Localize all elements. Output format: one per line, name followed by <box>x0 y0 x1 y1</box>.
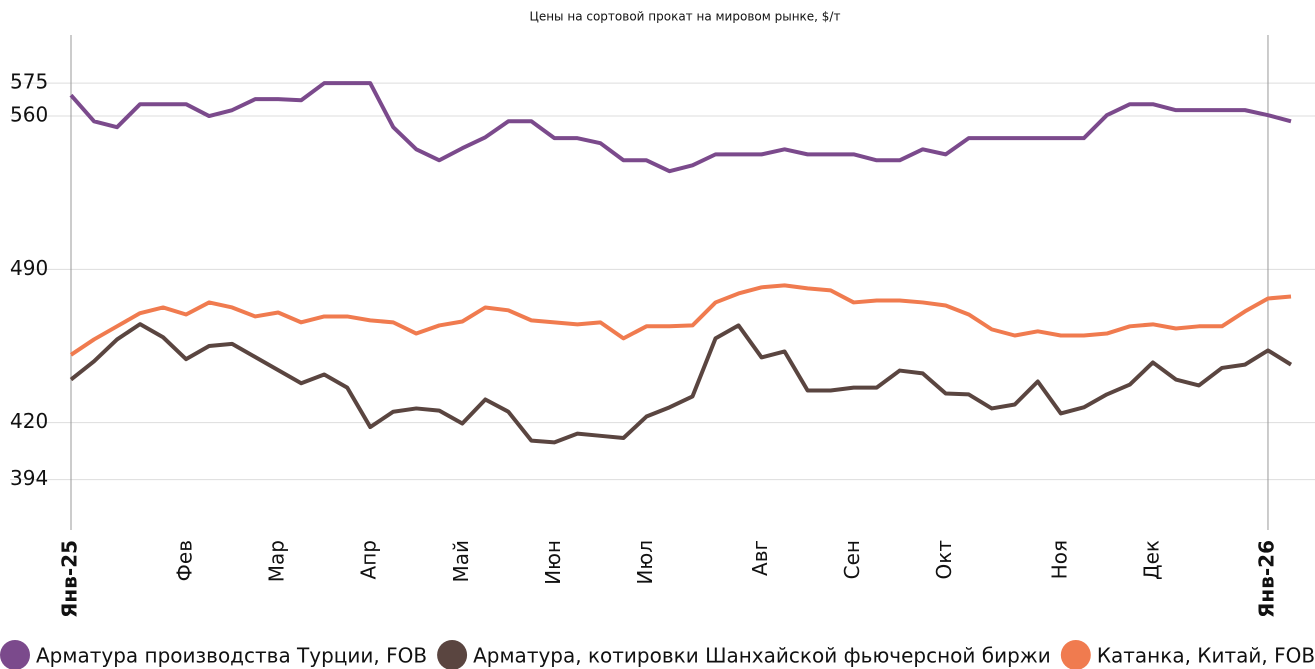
legend-label: Катанка, Китай, FOB <box>1097 644 1315 668</box>
x-tick-label: Дек <box>1139 540 1163 580</box>
x-tick-label: Сен <box>840 540 864 579</box>
legend-label: Арматура, котировки Шанхайской фьючерсно… <box>473 644 1051 668</box>
series-line <box>69 283 1292 357</box>
x-tick-label: Июн <box>541 540 565 585</box>
x-tick-label: Окт <box>932 540 956 580</box>
x-tick-label: Апр <box>357 540 381 579</box>
y-tick-label: 575 <box>10 70 48 94</box>
legend-marker <box>1060 640 1091 669</box>
x-tick-label: Фев <box>173 540 197 581</box>
x-tick-label: Мар <box>265 540 289 582</box>
x-tick-label: Ноя <box>1047 540 1071 579</box>
legend-marker <box>437 640 468 669</box>
series-line <box>69 322 1293 445</box>
legend-marker <box>0 640 30 669</box>
x-tick-label: Авг <box>748 540 772 576</box>
y-tick-label: 490 <box>10 256 48 280</box>
y-tick-label: 420 <box>10 409 48 433</box>
x-tick-label: Янв-25 <box>58 540 82 618</box>
chart-title: Цены на сортовой прокат на мировом рынке… <box>530 10 841 24</box>
series-line <box>69 81 1292 174</box>
x-tick-label: Янв-26 <box>1254 540 1278 618</box>
legend-label: Арматура производства Турции, FOB <box>36 644 427 668</box>
x-tick-label: Май <box>449 540 473 583</box>
x-tick-label: Июл <box>633 540 657 585</box>
y-tick-label: 394 <box>10 466 48 490</box>
y-tick-label: 560 <box>10 103 48 127</box>
